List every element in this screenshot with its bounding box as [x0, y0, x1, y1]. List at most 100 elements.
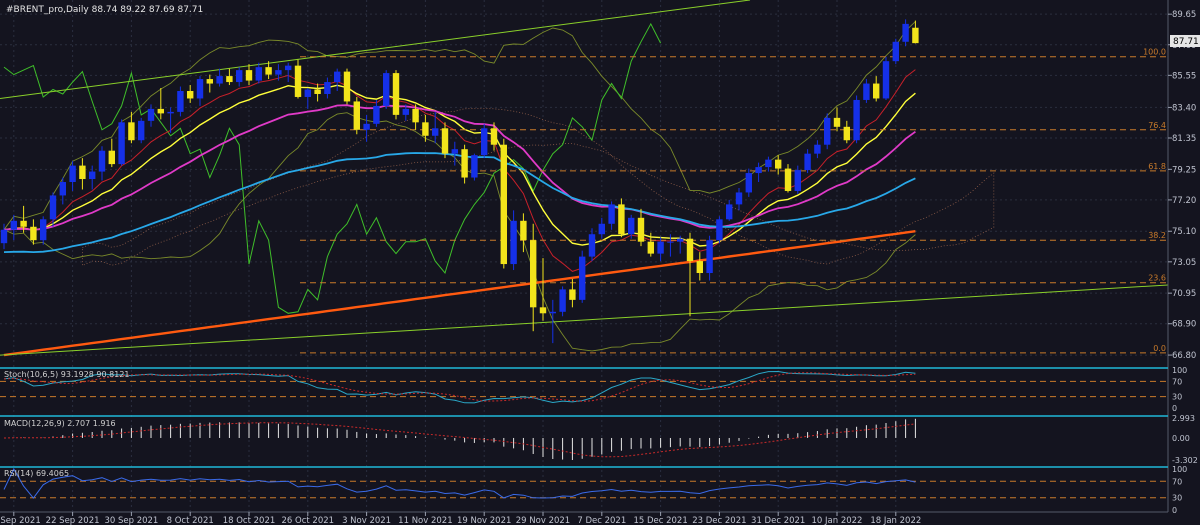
- y-tick-label: 83.40: [1172, 103, 1196, 113]
- x-tick-label: 19 Nov 2021: [457, 516, 511, 525]
- x-tick-label: 8 Oct 2021: [167, 516, 214, 525]
- candle-body: [755, 167, 762, 174]
- ichimoku-cloud: [82, 108, 995, 267]
- x-tick-label: 29 Nov 2021: [516, 516, 570, 525]
- candle-body: [647, 241, 654, 254]
- x-tick-label: 18 Jan 2022: [870, 516, 921, 525]
- candle-body: [471, 155, 478, 178]
- candle-body: [657, 241, 664, 254]
- candle-body: [275, 70, 282, 75]
- trendline-upper: [0, 0, 751, 99]
- candle-body: [863, 83, 870, 100]
- x-tick-label: 30 Sep 2021: [104, 516, 158, 525]
- lagging-line: [3, 22, 662, 314]
- candle-body: [814, 144, 821, 154]
- candle-body: [902, 23, 909, 42]
- rsi-panel-y-label: 100: [1172, 465, 1187, 474]
- fib-level-label: 76.4: [1148, 121, 1166, 130]
- candle-body: [157, 108, 164, 114]
- stoch-panel-y-label: 30: [1172, 393, 1182, 402]
- bollinger-lower: [3, 112, 916, 352]
- candle-body: [40, 219, 47, 241]
- x-tick-label: 3 Nov 2021: [342, 516, 391, 525]
- fib-level-label: 0.0: [1153, 344, 1166, 353]
- candle-body: [794, 170, 801, 191]
- macd-panel-y-label: 2.993: [1172, 414, 1195, 423]
- candle-body: [167, 111, 174, 114]
- candle-body: [285, 65, 292, 71]
- candle-body: [255, 67, 262, 81]
- candle-body: [549, 311, 556, 314]
- candle-body: [441, 128, 449, 154]
- candle-body: [667, 241, 674, 243]
- x-tick-label: 11 Nov 2021: [398, 516, 452, 525]
- candle-body: [432, 128, 439, 136]
- candle-body: [559, 289, 566, 312]
- candle-body: [628, 217, 635, 235]
- candle-body: [412, 108, 419, 123]
- candle-body: [569, 289, 576, 300]
- candle-body: [334, 71, 341, 83]
- x-tick-label: 15 Dec 2021: [633, 516, 687, 525]
- indicator-overlays: [0, 0, 1169, 357]
- y-tick-label: 89.65: [1172, 10, 1196, 20]
- candle-body: [784, 168, 792, 191]
- candle-body: [765, 159, 772, 168]
- bollinger-upper: [3, 21, 916, 230]
- candle-body: [265, 67, 272, 75]
- candle-body: [608, 204, 615, 224]
- candle-body: [236, 70, 243, 83]
- candle-body: [618, 204, 625, 235]
- candle-body: [539, 307, 547, 314]
- x-tick-label: 10 Jan 2022: [812, 516, 863, 525]
- candle-body: [510, 220, 517, 265]
- x-tick-label: 18 Oct 2021: [223, 516, 276, 525]
- candle-body: [108, 150, 115, 165]
- x-tick-label: 23 Dec 2021: [692, 516, 746, 525]
- candle-body: [500, 144, 507, 265]
- candlestick-series[interactable]: [0, 19, 919, 344]
- candle-body: [481, 128, 488, 156]
- candle-body: [187, 91, 194, 99]
- candle-body: [912, 27, 919, 44]
- candle-body: [10, 220, 17, 230]
- ma-magenta: [3, 104, 916, 231]
- rsi-title: RSI(14) 69.4065: [4, 469, 69, 478]
- candle-body: [804, 153, 811, 171]
- candle-body: [30, 226, 37, 241]
- candle-body: [363, 123, 370, 130]
- candle-body: [686, 238, 694, 262]
- candle-body: [726, 204, 733, 220]
- candle-body: [206, 79, 213, 84]
- candle-body: [451, 149, 458, 154]
- candle-body: [677, 238, 684, 242]
- candle-body: [69, 165, 76, 183]
- macd-title: MACD(12,26,9) 2.707 1.916: [4, 419, 116, 428]
- macd-panel-y-label: 0.00: [1172, 434, 1190, 443]
- candle-body: [490, 128, 498, 145]
- fibonacci-levels: 100.0 76.4 61.8 38.2 23.6 0.0: [300, 48, 1168, 354]
- candle-body: [422, 122, 429, 136]
- candle-body: [89, 171, 96, 180]
- candle-body: [824, 117, 831, 145]
- ma-blue: [3, 152, 916, 254]
- candle-body: [530, 240, 537, 308]
- fib-level-label: 23.6: [1148, 274, 1166, 283]
- y-tick-label: 77.20: [1172, 196, 1196, 206]
- fib-level-label: 61.8: [1148, 162, 1166, 171]
- y-tick-label: 70.95: [1172, 289, 1196, 299]
- date-axis: 14 Sep 2021 22 Sep 2021 30 Sep 2021 8 Oct 2…: [0, 511, 1168, 525]
- candle-body: [226, 76, 233, 83]
- candle-body: [138, 120, 145, 141]
- y-tick-label: 66.80: [1172, 351, 1196, 361]
- candle-body: [216, 76, 223, 84]
- candle-body: [392, 73, 400, 115]
- candle-body: [373, 105, 380, 124]
- candle-body: [245, 70, 253, 81]
- candle-body: [696, 261, 703, 274]
- y-tick-label: 79.25: [1172, 165, 1196, 175]
- y-tick-label: 73.05: [1172, 258, 1196, 268]
- rsi-panel-y-label: 0: [1172, 506, 1177, 515]
